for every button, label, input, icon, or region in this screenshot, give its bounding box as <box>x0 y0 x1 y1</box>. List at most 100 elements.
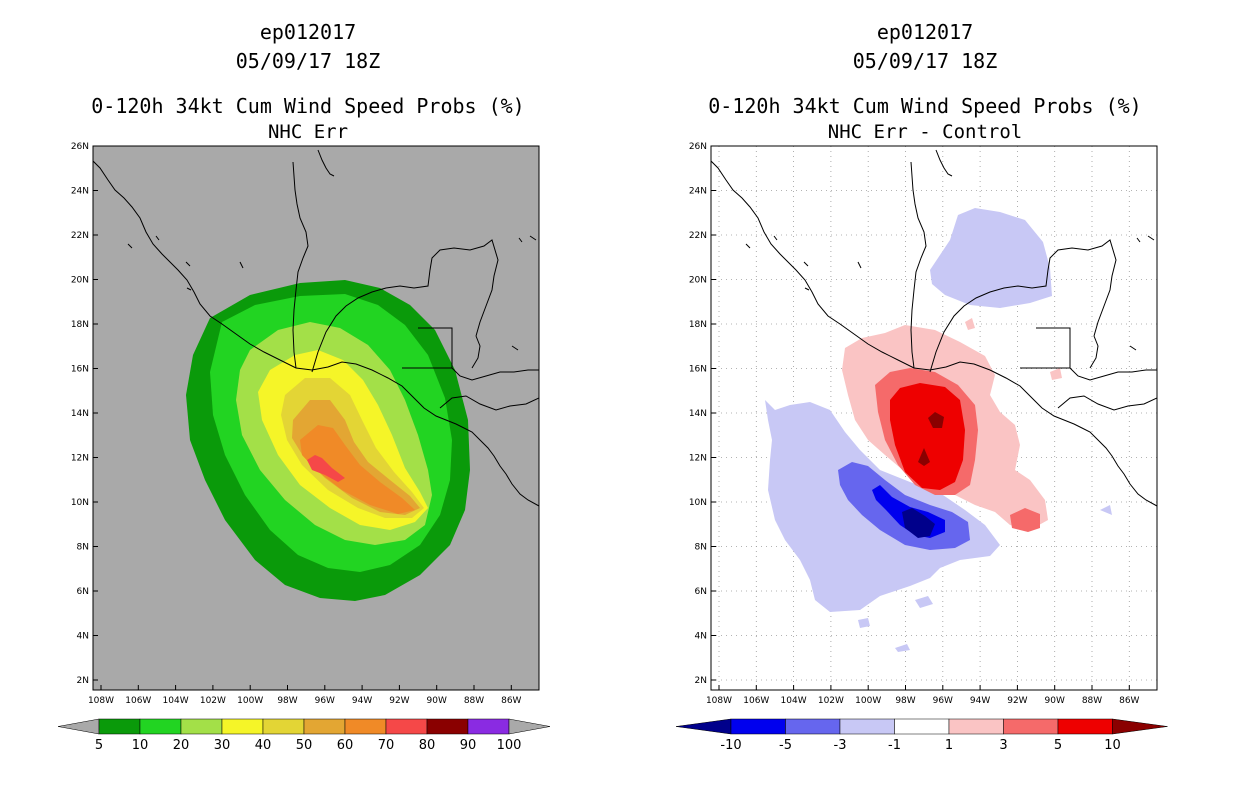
colorbar-label: -1 <box>888 738 901 753</box>
lat-label: 8N <box>695 543 707 553</box>
lon-label: 96W <box>933 696 953 706</box>
lat-label: 16N <box>71 365 89 375</box>
diff-pos10-b <box>918 448 930 466</box>
lon-label: 108W <box>88 696 114 706</box>
lon-label: 88W <box>1082 696 1102 706</box>
lat-label: 10N <box>71 498 89 508</box>
lon-label: 104W <box>781 696 807 706</box>
colorbar-label: 5 <box>1054 738 1062 753</box>
lon-label: 108W <box>706 696 732 706</box>
contour-60 <box>300 425 415 514</box>
lon-label: 102W <box>200 696 226 706</box>
lon-label: 106W <box>125 696 151 706</box>
lat-label: 14N <box>71 409 89 419</box>
colorbar-swatch <box>894 718 950 735</box>
lat-label: 20N <box>689 276 707 286</box>
lat-label: 22N <box>71 231 89 241</box>
lat-label: 2N <box>695 676 707 686</box>
colorbar-max-arrow <box>508 718 551 735</box>
colorbar-label: 10 <box>132 738 149 753</box>
left-product-title: 0-120h 34kt Cum Wind Speed Probs (%) <box>91 94 525 118</box>
right-product-subtitle: NHC Err - Control <box>827 121 1023 143</box>
lon-label: 94W <box>352 696 372 706</box>
colorbar-label: 50 <box>296 738 313 753</box>
colorbar-label: 70 <box>378 738 395 753</box>
contour-70 <box>307 455 345 482</box>
colorbar-label: -10 <box>720 738 741 753</box>
colorbar-swatch <box>385 718 428 735</box>
lon-label: 96W <box>315 696 335 706</box>
lat-label: 12N <box>689 454 707 464</box>
colorbar-swatch <box>1003 718 1059 735</box>
lon-label: 86W <box>501 696 521 706</box>
colorbar-label: -3 <box>834 738 847 753</box>
left-map-frame <box>92 145 540 691</box>
colorbar-swatch <box>98 718 141 735</box>
lon-label: 104W <box>163 696 189 706</box>
colorbar-label: 3 <box>999 738 1007 753</box>
colorbar-label: 1 <box>945 738 953 753</box>
left-probability-contours <box>186 280 470 601</box>
lon-label: 98W <box>895 696 915 706</box>
lat-label: 12N <box>71 454 89 464</box>
lon-label: 90W <box>1045 696 1065 706</box>
lon-label: 106W <box>743 696 769 706</box>
colorbar-label: 30 <box>214 738 231 753</box>
colorbar-swatch <box>221 718 264 735</box>
right-colorbar: -10 -5 -3 -1 1 3 5 10 <box>675 718 1168 753</box>
colorbar-swatch <box>262 718 305 735</box>
colorbar-label: -5 <box>779 738 792 753</box>
left-map: 26N 24N 22N 20N 18N 16N 14N 12N 10N 8N 6N 4N 2N 108W 1… <box>71 142 540 706</box>
colorbar-swatch <box>785 718 841 735</box>
diff-pos3-east <box>1010 508 1040 532</box>
diff-neg1-north <box>930 208 1052 308</box>
lat-label: 6N <box>77 587 89 597</box>
colorbar-swatch <box>303 718 346 735</box>
lon-label: 90W <box>427 696 447 706</box>
lon-label: 102W <box>818 696 844 706</box>
lat-label: 18N <box>689 320 707 330</box>
lat-label: 4N <box>695 632 707 642</box>
lat-label: 24N <box>689 187 707 197</box>
colorbar-swatch <box>180 718 223 735</box>
left-colorbar: 5 10 20 30 40 50 60 70 80 90 100 <box>57 718 551 753</box>
lon-label: 94W <box>970 696 990 706</box>
lon-label: 100W <box>237 696 263 706</box>
colorbar-swatch <box>839 718 895 735</box>
colorbar-label: 60 <box>337 738 354 753</box>
lon-label: 86W <box>1119 696 1139 706</box>
lat-label: 8N <box>77 543 89 553</box>
lon-label: 98W <box>277 696 297 706</box>
left-product-subtitle: NHC Err <box>267 121 349 143</box>
diff-pos5 <box>890 383 965 490</box>
colorbar-min-arrow <box>57 718 100 735</box>
colorbar-swatch <box>139 718 182 735</box>
colorbar-label: 90 <box>460 738 477 753</box>
right-date-time: 05/09/17 18Z <box>852 49 998 73</box>
colorbar-label: 20 <box>173 738 190 753</box>
lat-label: 4N <box>77 632 89 642</box>
lat-label: 24N <box>71 187 89 197</box>
lat-label: 6N <box>695 587 707 597</box>
right-map: 26N 24N 22N 20N 18N 16N 14N 12N 10N 8N 6N 4N 2N 108W 1… <box>689 142 1158 706</box>
colorbar-swatch <box>730 718 786 735</box>
colorbar-label: 10 <box>1104 738 1121 753</box>
diff-pos1-speck <box>965 318 1062 380</box>
colorbar-swatch <box>1057 718 1113 735</box>
lat-label: 20N <box>71 276 89 286</box>
colorbar-label: 5 <box>95 738 103 753</box>
right-axis-ticks: 26N 24N 22N 20N 18N 16N 14N 12N 10N 8N 6N 4N 2N 108W 1… <box>689 142 1140 706</box>
lon-label: 88W <box>464 696 484 706</box>
colorbar-label: 40 <box>255 738 272 753</box>
lat-label: 10N <box>689 498 707 508</box>
lon-label: 92W <box>389 696 409 706</box>
colorbar-max-arrow <box>1112 718 1168 735</box>
right-product-title: 0-120h 34kt Cum Wind Speed Probs (%) <box>708 94 1142 118</box>
lat-label: 16N <box>689 365 707 375</box>
diff-neg1-speck <box>858 450 1112 652</box>
colorbar-swatch <box>467 718 510 735</box>
lat-label: 18N <box>71 320 89 330</box>
colorbar-swatch <box>344 718 387 735</box>
diff-neg10 <box>902 508 935 538</box>
